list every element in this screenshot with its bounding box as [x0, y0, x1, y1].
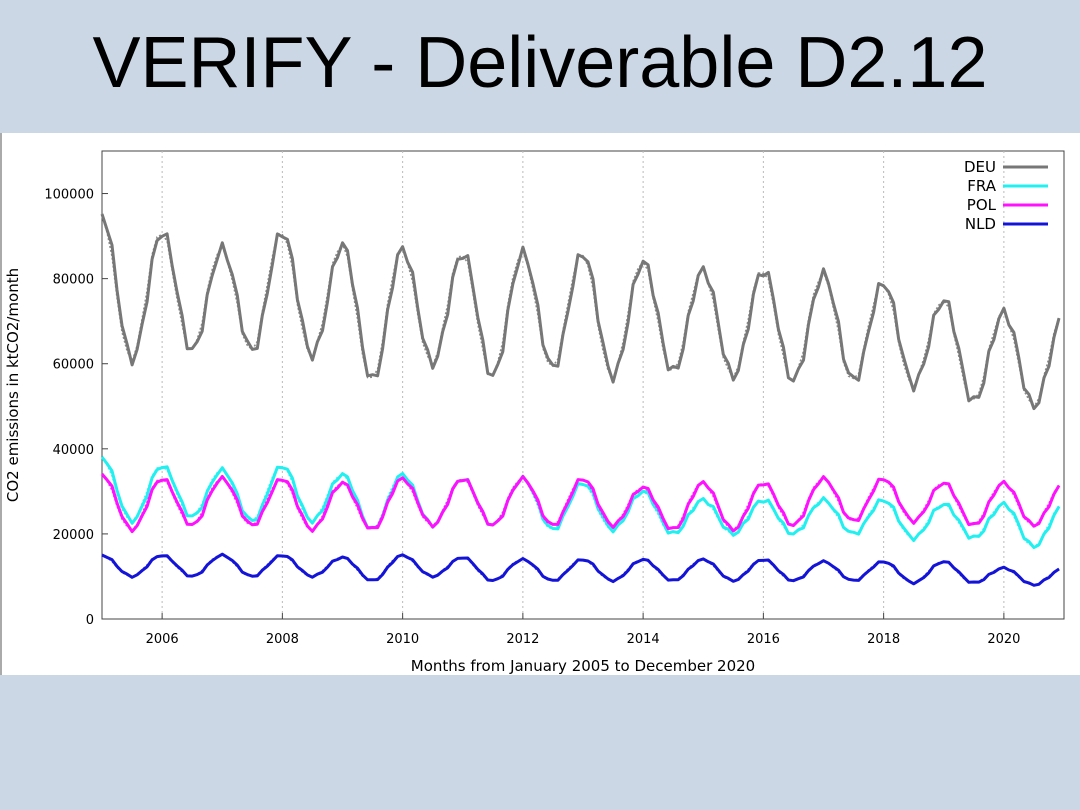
legend-label-pol: POL	[967, 196, 997, 214]
x-tick-label: 2018	[867, 632, 900, 647]
legend-label-nld: NLD	[965, 215, 996, 233]
y-axis-title: CO2 emissions in ktCO2/month	[4, 268, 22, 502]
slide-title: VERIFY - Deliverable D2.12	[92, 23, 988, 103]
y-tick-label: 0	[86, 613, 94, 628]
series-line-pol	[100, 473, 1061, 534]
y-tick-label: 80000	[53, 273, 94, 288]
x-tick-label: 2016	[747, 632, 780, 647]
series-line-nld	[101, 552, 1060, 587]
line-chart: 2006 2008 2010 2012 2014 2016 2018 2020 0 20000 40…	[0, 133, 1065, 675]
x-axis-title: Months from January 2005 to December 202…	[411, 657, 755, 675]
series-line-deu	[100, 213, 1061, 411]
legend-label-deu: DEU	[964, 158, 996, 176]
x-tick-label: 2008	[266, 632, 299, 647]
x-tick-label: 2014	[627, 632, 660, 647]
y-tick-label: 40000	[53, 443, 94, 458]
legend-label-fra: FRA	[967, 177, 996, 195]
x-tick-label: 2012	[506, 632, 539, 647]
series-line-fra-dotted	[101, 456, 1060, 548]
x-tick-label: 2006	[146, 632, 179, 647]
plot-area-frame	[101, 150, 1065, 620]
y-tick-label: 60000	[53, 358, 94, 373]
series-line-deu-dotted	[101, 214, 1060, 409]
y-tick-label: 20000	[53, 528, 94, 543]
x-tick-label: 2010	[386, 632, 419, 647]
chart-panel: 2006 2008 2010 2012 2014 2016 2018 2020 0 20000 40…	[0, 133, 1080, 675]
x-tick-label: 2020	[987, 632, 1020, 647]
series-line-fra	[100, 456, 1061, 550]
y-tick-label: 100000	[44, 188, 94, 203]
